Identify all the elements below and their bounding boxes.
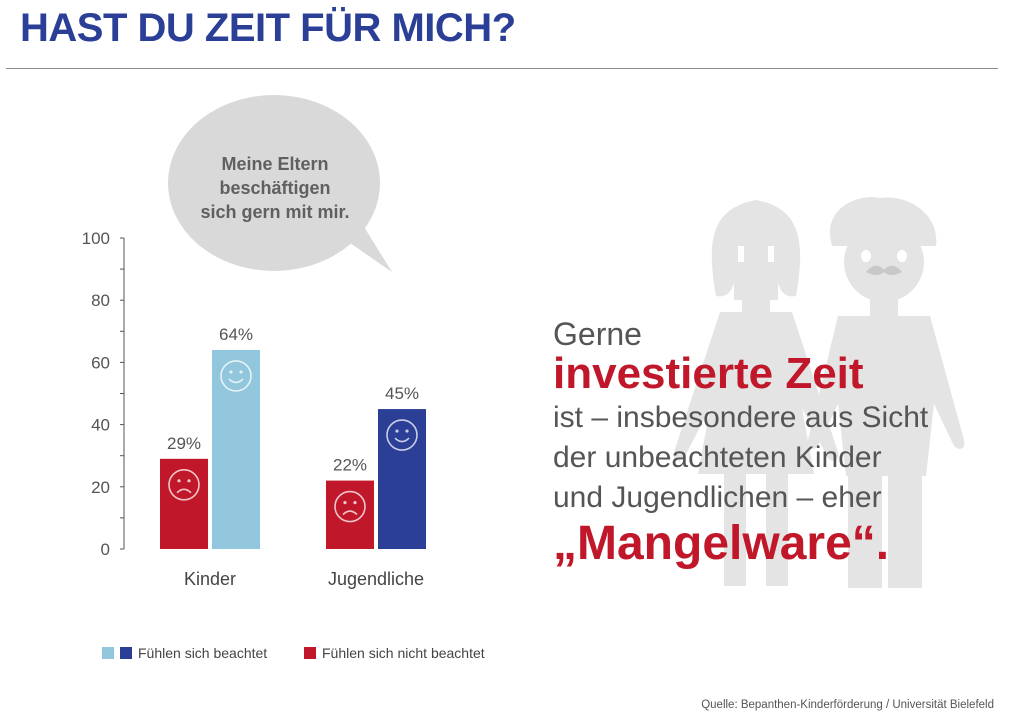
- legend-item-beachtet: Fühlen sich beachtet: [102, 645, 267, 661]
- legend-label: Fühlen sich beachtet: [138, 645, 268, 661]
- children-silhouette-icon: [673, 197, 965, 588]
- y-tick-label: 60: [91, 353, 110, 372]
- x-axis-labels: Kinder Jugendliche: [184, 569, 424, 589]
- y-axis-ticks: 0 20 40 60 80 100: [82, 229, 124, 559]
- statement-body-line: und Jugendlichen – eher: [553, 481, 882, 514]
- bar: [212, 349, 260, 549]
- y-tick-label: 0: [101, 540, 110, 559]
- x-tick-label: Jugendliche: [328, 569, 424, 589]
- title-divider: [6, 68, 998, 69]
- legend-label: Fühlen sich nicht beachtet: [322, 645, 485, 661]
- bar-value-label: 64%: [219, 325, 253, 344]
- bar-group: 29% 64% 22% 45%: [160, 325, 426, 549]
- bar: [160, 458, 208, 549]
- statement-body-line: ist – insbesondere aus Sicht: [553, 401, 929, 434]
- sad-face-icon: [334, 490, 366, 523]
- boy-face-details: [861, 250, 907, 275]
- bubble-line: sich gern mit mir.: [200, 202, 350, 222]
- source-note: Quelle: Bepanthen-Kinderförderung / Univ…: [701, 699, 994, 711]
- bar-value-label: 45%: [385, 384, 419, 403]
- legend-swatch-red: [304, 647, 316, 659]
- y-tick-label: 100: [82, 229, 110, 248]
- girl-face-details: [738, 246, 774, 262]
- bubble-line: Meine Eltern: [221, 154, 329, 174]
- bubble-line: beschäftigen: [219, 178, 331, 198]
- x-tick-label: Kinder: [184, 569, 236, 589]
- sad-face-icon: [168, 469, 200, 501]
- statement-body-line: der unbeachteten Kinder: [553, 441, 882, 474]
- speech-bubble: [168, 95, 392, 272]
- bar: [378, 409, 426, 549]
- statement-highlight: investierte Zeit: [553, 349, 864, 398]
- y-tick-label: 20: [91, 478, 110, 497]
- happy-face-icon: [386, 419, 418, 451]
- legend-swatch-light-blue: [102, 647, 114, 659]
- statement-block: Gerne investierte Zeit ist – insbesonder…: [553, 316, 993, 570]
- legend-swatch-dark-blue: [120, 647, 132, 659]
- bar-value-label: 22%: [333, 456, 367, 475]
- statement-ending: „Mangelware“.: [553, 517, 890, 570]
- statement-intro: Gerne: [553, 316, 642, 352]
- happy-face-icon: [220, 360, 252, 392]
- page-title: HAST DU ZEIT FÜR MICH?: [20, 6, 516, 50]
- legend-item-nicht-beachtet: Fühlen sich nicht beachtet: [304, 645, 485, 661]
- bar-value-label: 29%: [167, 434, 201, 453]
- bubble-text: Meine Eltern beschäftigen sich gern mit …: [190, 152, 360, 224]
- y-tick-label: 80: [91, 291, 110, 310]
- y-tick-label: 40: [91, 416, 110, 435]
